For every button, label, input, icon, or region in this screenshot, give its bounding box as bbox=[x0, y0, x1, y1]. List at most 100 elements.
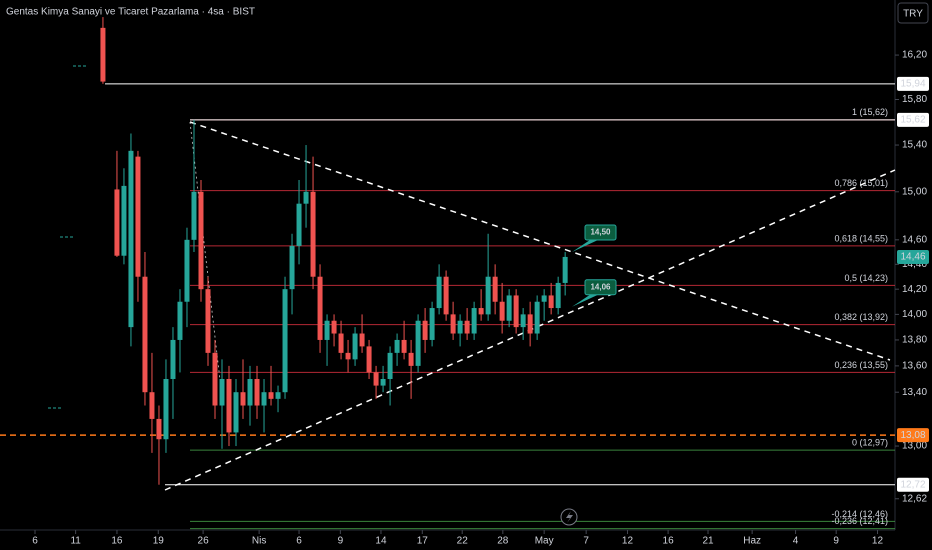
x-tick-label: 9 bbox=[338, 536, 344, 547]
candle-body bbox=[422, 320, 428, 340]
candle-body bbox=[331, 320, 337, 334]
candle-body bbox=[282, 289, 288, 393]
x-tick-label: 28 bbox=[497, 536, 509, 547]
candle-body bbox=[296, 203, 302, 246]
candle-body bbox=[548, 295, 554, 309]
candle-body bbox=[233, 392, 239, 433]
candle-body bbox=[359, 333, 365, 347]
candle-body bbox=[520, 314, 526, 328]
callout-pointer bbox=[572, 240, 598, 253]
y-tick-label: 15,40 bbox=[902, 140, 927, 151]
candle-body bbox=[149, 392, 155, 419]
candle-body bbox=[527, 314, 533, 334]
candle-body bbox=[485, 276, 491, 315]
candle-body bbox=[366, 346, 372, 373]
candle-body bbox=[191, 191, 197, 240]
candle-body bbox=[429, 308, 435, 340]
currency-label[interactable]: TRY bbox=[903, 9, 923, 20]
x-tick-label: 4 bbox=[793, 536, 799, 547]
candle-body bbox=[198, 191, 204, 290]
fib-label: 0,618 (14,55) bbox=[834, 233, 888, 243]
candle-body bbox=[212, 352, 218, 406]
candle-body bbox=[254, 378, 260, 406]
fib-label: 0 (12,97) bbox=[852, 438, 888, 448]
candle-body bbox=[163, 378, 169, 440]
candle-body bbox=[128, 150, 134, 328]
fib-connector bbox=[189, 121, 221, 381]
candle-body bbox=[324, 320, 330, 340]
candle-body bbox=[310, 191, 316, 277]
callout-box bbox=[584, 224, 617, 241]
candle-body bbox=[562, 256, 568, 283]
y-tick-label: 13,60 bbox=[902, 361, 927, 372]
x-tick-label: 12 bbox=[622, 536, 634, 547]
candle-body bbox=[443, 276, 449, 315]
x-tick-label: 17 bbox=[417, 536, 429, 547]
candle-body bbox=[135, 156, 141, 277]
y-tick-label: 13,80 bbox=[902, 335, 927, 346]
fib-label: -0,214 (12,46) bbox=[831, 509, 888, 519]
candle-body bbox=[100, 27, 106, 82]
candle-body bbox=[436, 276, 442, 309]
candle-body bbox=[478, 308, 484, 315]
candle-body bbox=[177, 301, 183, 340]
candle-body bbox=[506, 295, 512, 321]
candle-body bbox=[275, 392, 281, 399]
price-badge bbox=[897, 249, 929, 264]
y-tick-label: 15,80 bbox=[902, 94, 927, 105]
candle-body bbox=[156, 418, 162, 440]
price-badge-label: 15,62 bbox=[900, 114, 925, 125]
price-badge bbox=[897, 428, 929, 443]
candle-body bbox=[219, 378, 225, 406]
currency-button[interactable] bbox=[897, 2, 929, 24]
candle-body bbox=[114, 189, 120, 256]
x-tick-label: 19 bbox=[153, 536, 165, 547]
candle-body bbox=[338, 333, 344, 353]
price-badge bbox=[897, 112, 929, 127]
candle-body bbox=[121, 185, 127, 256]
candle-body bbox=[205, 289, 211, 353]
y-tick-label: 12,62 bbox=[902, 493, 927, 504]
candle-body bbox=[261, 392, 267, 406]
candle-body bbox=[415, 320, 421, 366]
callout-label: 14,50 bbox=[590, 228, 611, 237]
candle-body bbox=[464, 320, 470, 334]
candle-body bbox=[240, 392, 246, 406]
candle-body bbox=[352, 333, 358, 360]
candle-body bbox=[317, 276, 323, 340]
candle-body bbox=[401, 339, 407, 353]
x-tick-label: 6 bbox=[296, 536, 302, 547]
candle-body bbox=[289, 245, 295, 290]
candle-body bbox=[170, 339, 176, 379]
x-tick-label: 7 bbox=[583, 536, 589, 547]
candle-body bbox=[373, 372, 379, 386]
fib-label: 1 (15,62) bbox=[852, 107, 888, 117]
candle-body bbox=[387, 352, 393, 379]
y-tick-label: 16,20 bbox=[902, 50, 927, 61]
candle-body bbox=[457, 320, 463, 334]
candle-body bbox=[184, 239, 190, 302]
candle-body bbox=[541, 295, 547, 302]
candle-body bbox=[380, 378, 386, 386]
y-tick-label: 14,40 bbox=[902, 259, 927, 270]
fib-label: 0,236 (13,55) bbox=[834, 360, 888, 370]
fib-label: -0,236 (12,41) bbox=[831, 516, 888, 526]
fib-label: 0,382 (13,92) bbox=[834, 312, 888, 322]
x-tick-label: Nis bbox=[252, 536, 266, 547]
x-tick-label: Haz bbox=[743, 536, 761, 547]
y-tick-label: 14,20 bbox=[902, 284, 927, 295]
candle-body bbox=[247, 378, 253, 406]
candle-body bbox=[471, 308, 477, 334]
trendline-down bbox=[189, 121, 891, 361]
fib-label: 0,786 (15,01) bbox=[834, 178, 888, 188]
price-badge-label: 14,46 bbox=[900, 252, 925, 263]
callout-box bbox=[584, 279, 617, 296]
y-tick-label: 13,40 bbox=[902, 387, 927, 398]
x-tick-label: 12 bbox=[872, 536, 884, 547]
price-badge-label: 13,08 bbox=[900, 430, 925, 441]
candle-body bbox=[450, 314, 456, 334]
events-bolt bbox=[566, 511, 573, 523]
price-badge bbox=[897, 477, 929, 492]
x-tick-label: 14 bbox=[375, 536, 387, 547]
candle-body bbox=[345, 352, 351, 360]
